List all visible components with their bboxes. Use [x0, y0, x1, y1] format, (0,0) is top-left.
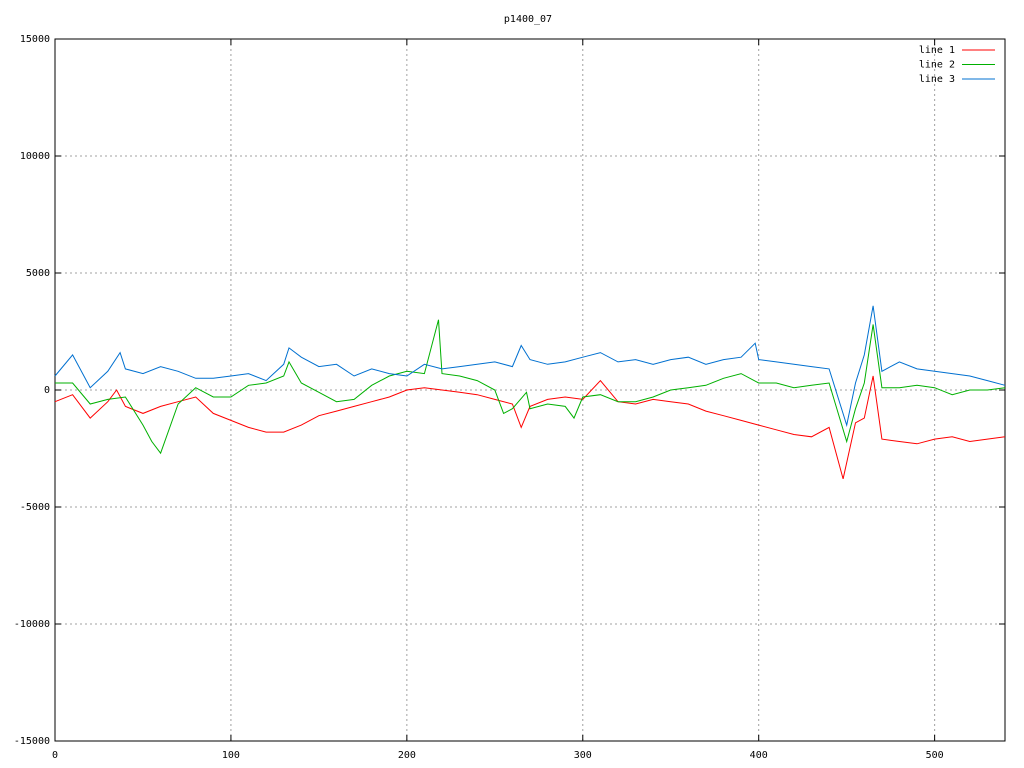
y-tick-label: 10000 [20, 151, 50, 162]
legend-label: line 3 [919, 74, 955, 85]
legend-label: line 2 [919, 60, 955, 71]
x-tick-label: 100 [222, 750, 240, 761]
chart-title: p1400_07 [504, 14, 552, 25]
x-tick-label: 500 [926, 750, 944, 761]
y-tick-label: -5000 [20, 502, 50, 513]
y-tick-label: 0 [44, 385, 50, 396]
x-tick-label: 400 [750, 750, 768, 761]
y-tick-label: 15000 [20, 34, 50, 45]
y-tick-label: -10000 [14, 619, 50, 630]
data-line [54, 375, 1006, 480]
x-tick-label: 300 [574, 750, 592, 761]
data-line [54, 305, 1006, 428]
legend-label: line 1 [919, 45, 955, 56]
x-tick-label: 0 [52, 750, 58, 761]
data-line [55, 319, 1006, 455]
y-tick-label: 5000 [26, 268, 50, 279]
y-tick-label: -15000 [14, 736, 50, 747]
x-tick-label: 200 [398, 750, 416, 761]
